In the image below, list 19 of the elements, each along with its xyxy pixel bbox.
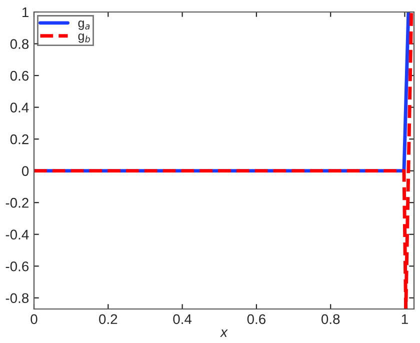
y-tick-label: 0.6 xyxy=(10,70,29,81)
y-tick-label: -0.4 xyxy=(6,230,29,240)
y-tick-label: 0 xyxy=(22,166,29,176)
x-tick-label: 1 xyxy=(402,314,408,324)
y-tick-label: -0.2 xyxy=(6,198,28,208)
x-axis-title: x xyxy=(220,330,228,337)
legend-label: g$_{a}$ xyxy=(78,20,90,30)
y-tick-label: 0.8 xyxy=(10,39,29,49)
x-tick-label: 0.6 xyxy=(247,314,266,324)
y-tick-label: 0.2 xyxy=(10,134,28,144)
y-tick-label: -0.6 xyxy=(6,261,29,272)
y-tick-label: 1 xyxy=(22,7,28,18)
x-tick-label: 0 xyxy=(30,314,38,324)
x-tick-label: 0.4 xyxy=(173,314,192,324)
legend-label: g$_{b}$ xyxy=(78,33,90,43)
x-tick-label: 0.8 xyxy=(321,314,340,324)
x-tick-label: 0.2 xyxy=(99,314,118,324)
y-tick-label: 0.4 xyxy=(10,102,29,112)
y-tick-label: -0.8 xyxy=(6,293,29,304)
